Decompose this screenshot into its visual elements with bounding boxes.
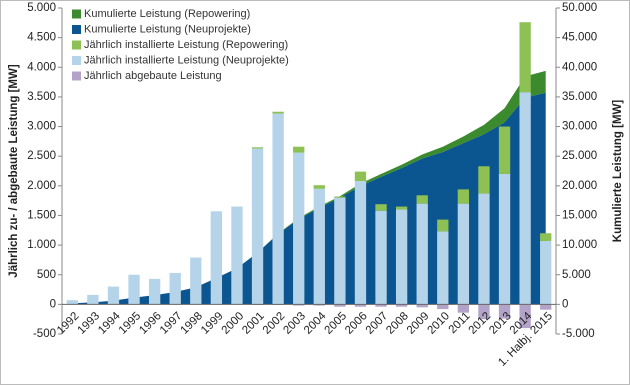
bar (437, 219, 449, 232)
bar (437, 304, 449, 310)
bar (148, 278, 161, 305)
bar (210, 211, 223, 305)
bar (416, 195, 428, 204)
y-tick-label: 2.000 (27, 180, 56, 192)
bar (87, 294, 99, 305)
bar (375, 210, 387, 305)
legend-swatch (72, 25, 81, 34)
y-axis-title: Jährlich zu- / abgebaute Leistung [MW] (8, 64, 20, 278)
bar (457, 189, 470, 204)
bar (231, 206, 243, 305)
y2-tick-label: 15.000 (562, 209, 597, 221)
bar (190, 257, 202, 305)
bar (293, 146, 305, 153)
legend-swatch (72, 40, 81, 50)
bar (457, 304, 470, 313)
bar (478, 304, 490, 320)
y2-tick-label: 20.000 (562, 180, 597, 192)
bar (478, 166, 490, 194)
bar (334, 197, 346, 305)
bar (437, 231, 449, 305)
bar (128, 274, 140, 305)
y-tick-label: 4.500 (27, 32, 56, 44)
y-tick-label: 3.500 (27, 91, 56, 103)
legend-label: Jährlich abgebaute Leistung (84, 70, 222, 82)
bar (354, 181, 367, 305)
y2-tick-label: 30.000 (562, 121, 597, 133)
y2-tick-label: 45.000 (562, 32, 597, 44)
bar (519, 304, 531, 329)
bar (313, 185, 325, 189)
bar (354, 171, 367, 182)
y-tick-label: 3.000 (27, 121, 56, 133)
y-tick-label: 4.000 (27, 61, 56, 73)
bar (272, 113, 284, 305)
bar (416, 203, 428, 305)
bar (395, 206, 408, 210)
bar (498, 173, 511, 305)
y2-axis-title: Kumulierte Leistung [MW] (612, 100, 624, 243)
bar (519, 22, 531, 93)
y-tick-label: 2.500 (27, 150, 56, 162)
legend: Kumulierte Leistung (Repowering) Kumulier… (72, 8, 289, 82)
bar (313, 304, 325, 306)
bar (540, 304, 552, 310)
y2-tick-label: 0 (562, 298, 568, 310)
legend-swatch (72, 71, 81, 81)
bar (293, 152, 305, 305)
bar (334, 304, 346, 307)
bar (313, 188, 325, 305)
y2-tick-label: 35.000 (562, 91, 597, 103)
y2-tick-label: 10.000 (562, 239, 597, 251)
y-tick-label: 0 (50, 298, 56, 310)
y2-tick-label: 5.000 (562, 269, 591, 281)
bar (169, 272, 181, 305)
y2-tick-label: 25.000 (562, 150, 597, 162)
bar (375, 304, 387, 307)
bar (293, 304, 305, 306)
y-tick-label: 1.000 (27, 239, 56, 251)
bar (395, 304, 408, 307)
legend-label: Jährlich installierte Leistung (Repoweri… (84, 39, 288, 51)
bar (540, 233, 552, 241)
bar (540, 240, 552, 305)
bar (251, 147, 264, 149)
bar (395, 209, 408, 305)
y2-tick-label: -5.000 (562, 328, 595, 340)
bar (416, 304, 428, 308)
y-tick-label: 5.000 (27, 2, 56, 14)
y2-tick-label: 50.000 (562, 2, 597, 14)
bar (498, 304, 511, 319)
bar (272, 111, 284, 114)
bar (107, 286, 120, 305)
legend-swatch (72, 56, 81, 65)
bar (478, 193, 490, 305)
bar (375, 204, 387, 211)
bar (251, 148, 264, 305)
bar (457, 203, 470, 305)
bar (498, 126, 511, 174)
legend-swatch (72, 9, 81, 19)
bar (354, 304, 367, 307)
y-tick-label: 1.500 (27, 209, 56, 221)
legend-label: Kumulierte Leistung (Repowering) (84, 8, 250, 20)
y2-tick-label: 40.000 (562, 61, 597, 73)
bar (519, 92, 531, 305)
y-tick-label: -500 (33, 328, 56, 340)
bar (66, 300, 78, 305)
legend-label: Kumulierte Leistung (Neuprojekte) (84, 23, 251, 35)
bar (334, 196, 346, 198)
legend-label: Jährlich installierte Leistung (Neuproje… (84, 54, 289, 66)
y-tick-label: 500 (37, 269, 56, 281)
